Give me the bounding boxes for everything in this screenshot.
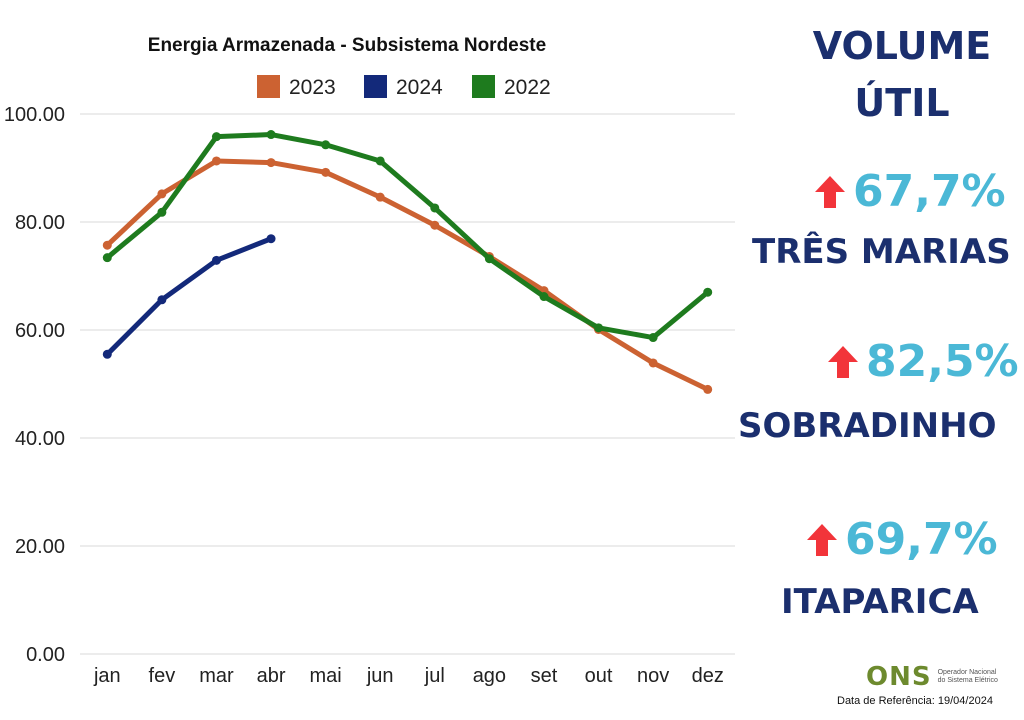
y-tick-label: 100.00 bbox=[4, 104, 65, 126]
x-tick-label: ago bbox=[473, 665, 506, 687]
data-point bbox=[157, 207, 167, 217]
legend-swatch bbox=[257, 75, 280, 98]
legend-swatch bbox=[472, 75, 495, 98]
itaparica-percent-row: 69,7% bbox=[805, 514, 998, 565]
y-tick-label: 20.00 bbox=[15, 536, 65, 558]
x-tick-label: jan bbox=[93, 665, 121, 687]
data-point bbox=[430, 203, 440, 213]
data-point bbox=[102, 349, 112, 359]
x-tick-label: dez bbox=[692, 665, 724, 687]
data-point bbox=[703, 287, 713, 297]
data-point bbox=[211, 132, 221, 142]
data-point bbox=[266, 130, 276, 140]
series-line bbox=[104, 158, 711, 392]
x-tick-label: jun bbox=[366, 665, 394, 687]
x-tick-label: mai bbox=[310, 665, 342, 687]
data-point bbox=[102, 240, 112, 250]
x-tick-label: mar bbox=[199, 665, 234, 687]
ons-logo-text: ONS bbox=[866, 662, 932, 692]
volume-heading-line1: VOLUME bbox=[812, 24, 992, 68]
x-tick-label: set bbox=[531, 665, 558, 687]
x-tick-label: fev bbox=[149, 665, 176, 687]
tres-marias-percent-row: 67,7% bbox=[813, 166, 1006, 217]
y-tick-label: 60.00 bbox=[15, 320, 65, 342]
data-point bbox=[539, 292, 549, 302]
chart-legend: 2023 2024 2022 bbox=[257, 75, 551, 99]
x-tick-label: jul bbox=[424, 665, 445, 687]
data-point bbox=[211, 156, 221, 166]
data-point bbox=[266, 158, 276, 168]
data-point bbox=[484, 254, 494, 264]
legend-swatch bbox=[364, 75, 387, 98]
data-point bbox=[375, 156, 385, 166]
arrow-up-icon bbox=[807, 523, 837, 556]
legend-label: 2024 bbox=[396, 76, 443, 99]
itaparica-percent: 69,7% bbox=[845, 514, 998, 565]
data-point bbox=[648, 333, 658, 343]
y-tick-label: 80.00 bbox=[15, 212, 65, 234]
itaparica-label: ITAPARICA bbox=[781, 582, 979, 622]
tres-marias-label: TRÊS MARIAS bbox=[752, 232, 1011, 272]
data-point bbox=[266, 234, 276, 244]
chart-title: Energia Armazenada - Subsistema Nordeste bbox=[148, 35, 546, 56]
y-axis-ticks: 0.00 20.00 40.00 60.00 80.00 100.00 bbox=[4, 104, 65, 666]
x-tick-label: abr bbox=[257, 665, 286, 687]
data-point bbox=[375, 192, 385, 202]
chart-series bbox=[102, 130, 713, 394]
data-point bbox=[703, 384, 713, 394]
series-line bbox=[104, 132, 711, 341]
tres-marias-percent: 67,7% bbox=[853, 166, 1006, 217]
data-point bbox=[321, 167, 331, 177]
data-point bbox=[211, 255, 221, 265]
arrow-up-icon bbox=[828, 345, 858, 378]
line-chart: Energia Armazenada - Subsistema Nordeste… bbox=[4, 35, 735, 687]
x-axis-ticks: jan fev mar abr mai jun jul ago set out nov dez bbox=[93, 665, 724, 687]
data-point bbox=[430, 220, 440, 230]
data-point bbox=[157, 295, 167, 305]
ons-org-name-line1: Operador Nacional bbox=[937, 668, 997, 676]
sobradinho-percent: 82,5% bbox=[866, 336, 1019, 387]
series-2022 bbox=[102, 130, 713, 343]
series-2024 bbox=[102, 234, 276, 359]
data-point bbox=[102, 253, 112, 263]
volume-heading-line2: ÚTIL bbox=[854, 81, 950, 125]
sobradinho-label: SOBRADINHO bbox=[738, 406, 997, 446]
reference-date: Data de Referência: 19/04/2024 bbox=[837, 695, 993, 707]
data-point bbox=[321, 140, 331, 150]
data-point bbox=[594, 323, 604, 333]
data-point bbox=[648, 358, 658, 368]
data-point bbox=[157, 189, 167, 199]
legend-label: 2022 bbox=[504, 76, 551, 99]
volume-heading: VOLUME ÚTIL bbox=[787, 18, 1017, 132]
ons-org-name: Operador Nacional do Sistema Elétrico bbox=[938, 669, 1018, 686]
arrow-up-icon bbox=[815, 175, 845, 208]
x-tick-label: out bbox=[585, 665, 613, 687]
ons-org-name-line2: do Sistema Elétrico bbox=[937, 677, 998, 684]
x-tick-label: nov bbox=[637, 665, 669, 687]
y-tick-label: 0.00 bbox=[26, 644, 65, 666]
ons-logo: ONS Operador Nacional do Sistema Elétric… bbox=[866, 662, 1018, 692]
sobradinho-percent-row: 82,5% bbox=[826, 336, 1019, 387]
series-line bbox=[104, 236, 274, 357]
legend-label: 2023 bbox=[289, 76, 336, 99]
y-tick-label: 40.00 bbox=[15, 428, 65, 450]
chart-gridlines bbox=[80, 113, 735, 655]
